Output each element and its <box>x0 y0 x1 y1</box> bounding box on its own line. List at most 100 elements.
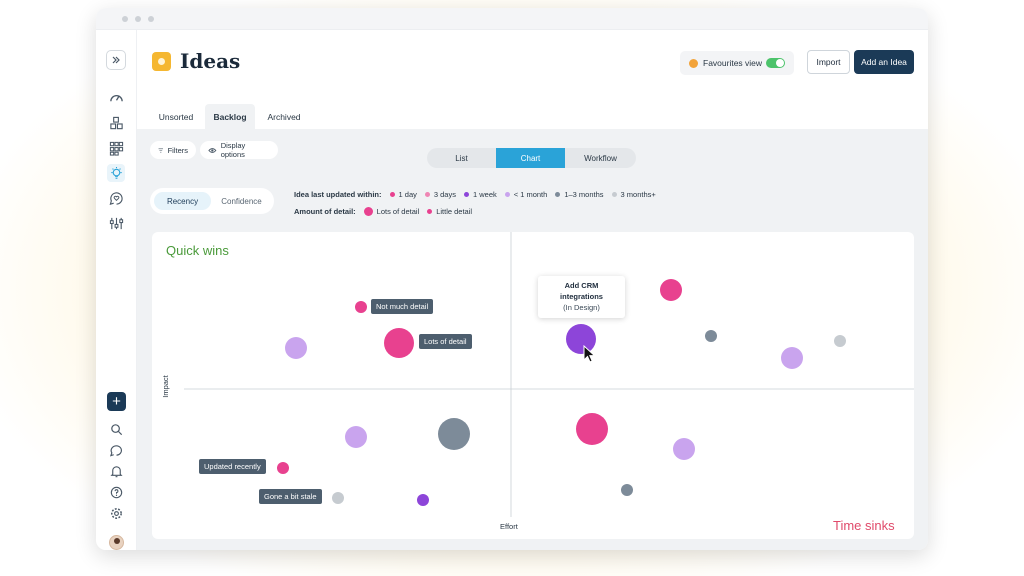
notifications-button[interactable] <box>107 462 125 480</box>
speedometer-icon <box>109 94 123 101</box>
settings-button[interactable] <box>107 504 125 522</box>
tooltip-lots-of-detail: Lots of detail <box>419 334 472 349</box>
tab-unsorted[interactable]: Unsorted <box>158 111 194 122</box>
sidebar-item-insights[interactable] <box>107 214 125 232</box>
sidebar-item-feedback[interactable] <box>107 189 125 207</box>
view-list-button[interactable]: List <box>455 153 468 163</box>
idea-bubble[interactable] <box>285 337 307 359</box>
search-button[interactable] <box>107 420 125 438</box>
window-dot <box>122 16 128 22</box>
mode-switcher: Recency Confidence <box>150 188 274 214</box>
avatar[interactable] <box>109 535 124 550</box>
idea-bubble[interactable] <box>781 347 803 369</box>
detail-legend: Amount of detail: Lots of detail Little … <box>294 207 480 216</box>
toggle-switch[interactable] <box>766 58 785 68</box>
idea-bubble[interactable] <box>834 335 846 347</box>
sidebar-item-roadmap[interactable] <box>107 114 125 132</box>
y-axis-label: Impact <box>160 375 170 398</box>
sidebar-item-dashboard[interactable] <box>107 88 125 106</box>
idea-bubble[interactable] <box>277 462 289 474</box>
view-workflow-button[interactable]: Workflow <box>584 153 617 163</box>
favourites-view-toggle[interactable]: Favourites view <box>680 51 794 75</box>
create-new-button[interactable]: + <box>107 392 126 411</box>
idea-bubble[interactable] <box>332 492 344 504</box>
legend-item: 1–3 months <box>555 190 604 199</box>
legend-title: Idea last updated within: <box>294 190 382 199</box>
legend-label: 1 week <box>472 190 497 199</box>
messages-button[interactable] <box>107 441 125 459</box>
legend-item: < 1 month <box>504 190 547 199</box>
idea-bubble[interactable] <box>673 438 695 460</box>
search-icon <box>110 423 122 435</box>
idea-bubble[interactable] <box>355 301 367 313</box>
window-dot <box>148 16 154 22</box>
idea-card-title: Add CRM integrations <box>560 281 603 301</box>
legend-label: 3 days <box>433 190 456 199</box>
idea-hover-card: Add CRM integrations (In Design) <box>538 276 625 318</box>
idea-bubble[interactable] <box>384 328 414 358</box>
legend-dot <box>463 192 469 197</box>
legend-item: 1 week <box>463 190 497 199</box>
legend-dot <box>389 192 395 197</box>
eye-icon <box>208 147 217 153</box>
legend-label: Little detail <box>436 207 473 216</box>
heart-chat-icon <box>109 191 123 205</box>
page-title: Ideas <box>180 49 241 73</box>
expand-sidebar-button[interactable] <box>106 50 126 70</box>
legend-item: 1 day <box>389 190 417 199</box>
quick-wins-label: Quick wins <box>166 243 229 258</box>
display-options-button[interactable]: Display options <box>200 141 278 159</box>
legend-item: Little detail <box>427 207 472 216</box>
legend-item: 3 months+ <box>611 190 656 199</box>
tooltip-updated-recently: Updated recently <box>199 459 266 474</box>
idea-bubble[interactable] <box>576 413 608 445</box>
legend-dot <box>427 209 433 214</box>
idea-bubble[interactable] <box>705 330 717 342</box>
matrix-svg <box>184 232 914 517</box>
legend-dot <box>424 192 430 197</box>
view-chart-button[interactable]: Chart <box>496 148 565 168</box>
idea-bubble[interactable] <box>566 324 596 354</box>
question-icon <box>110 486 122 498</box>
sidebar-item-ideas[interactable] <box>107 164 125 182</box>
sidebar: + <box>96 30 137 550</box>
ideas-matrix-chart: Quick wins Time sinks Effort Impact Not … <box>152 232 914 539</box>
recency-button[interactable]: Recency <box>154 192 211 210</box>
confidence-button[interactable]: Confidence <box>221 196 262 206</box>
idea-bubble[interactable] <box>417 494 429 506</box>
cubes-icon <box>109 116 123 129</box>
legend-label: 3 months+ <box>620 190 656 199</box>
chat-bubble-icon <box>109 444 122 457</box>
idea-bubble[interactable] <box>660 279 682 301</box>
add-idea-button[interactable]: Add an Idea <box>854 50 914 74</box>
favourites-label: Favourites view <box>703 58 763 68</box>
idea-bubble[interactable] <box>621 484 633 496</box>
display-options-label: Display options <box>220 141 246 159</box>
x-axis-label: Effort <box>500 522 518 531</box>
legend-dot <box>504 192 510 197</box>
sidebar-item-features[interactable] <box>107 139 125 157</box>
idea-bubble[interactable] <box>345 426 367 448</box>
legend-item: 3 days <box>424 190 456 199</box>
legend-label: 1 day <box>398 190 417 199</box>
filters-button[interactable]: Filters <box>150 141 196 159</box>
legend-dot <box>555 192 561 197</box>
bell-icon <box>109 465 123 477</box>
window-titlebar <box>96 8 928 30</box>
lightbulb-icon <box>110 166 122 179</box>
tooltip-gone-stale: Gone a bit stale <box>259 489 322 504</box>
star-icon <box>689 58 698 68</box>
recency-legend: Idea last updated within: 1 day 3 days 1 w… <box>294 190 664 199</box>
ideas-logo-icon <box>152 52 171 71</box>
legend-item: Lots of detail <box>363 207 419 216</box>
sliders-icon <box>109 217 123 229</box>
grid-icon <box>109 141 123 156</box>
idea-bubble[interactable] <box>438 418 470 450</box>
help-button[interactable] <box>107 483 125 501</box>
tab-backlog[interactable]: Backlog <box>205 104 255 129</box>
mouse-cursor-icon <box>583 345 596 363</box>
view-switcher: List Chart Workflow <box>427 148 636 168</box>
window-dot <box>135 16 141 22</box>
import-button[interactable]: Import <box>807 50 850 74</box>
tab-archived[interactable]: Archived <box>267 111 301 122</box>
